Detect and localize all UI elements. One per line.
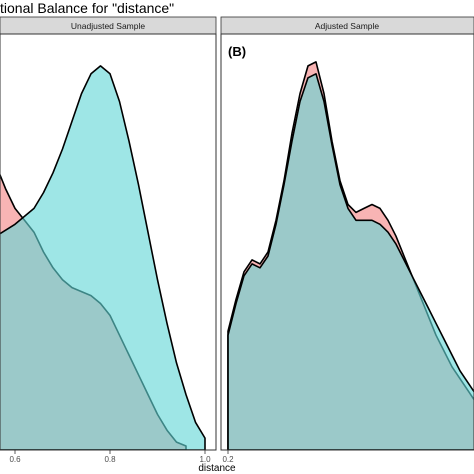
- panel-2-strip-label: Adjusted Sample: [315, 21, 380, 31]
- panel-1-strip-label: Unadjusted Sample: [71, 21, 145, 31]
- x-axis-label: distance: [198, 463, 236, 474]
- panel-2-frame: [220, 33, 474, 451]
- panel-2-x-axis: 0.2: [222, 450, 234, 464]
- panel-1-x-tick-label: 0.6: [9, 455, 21, 464]
- panel-1-x-axis: 0.40.60.81.0: [9, 450, 211, 464]
- panel-2-density-2: [227, 73, 474, 450]
- panel-1-plot-area: [0, 65, 206, 450]
- panel-1-density-2: [0, 65, 206, 450]
- panel-2-tag: (B): [228, 44, 246, 59]
- panel-1-x-tick-label: 1.0: [199, 455, 211, 464]
- panel-1-x-tick-label: 0.8: [104, 455, 116, 464]
- panel-2-x-tick-label: 0.2: [222, 455, 234, 464]
- chart-title: tional Balance for "distance": [0, 0, 174, 16]
- panel-2-plot-area: [227, 61, 474, 450]
- panel-1-frame: [0, 33, 217, 451]
